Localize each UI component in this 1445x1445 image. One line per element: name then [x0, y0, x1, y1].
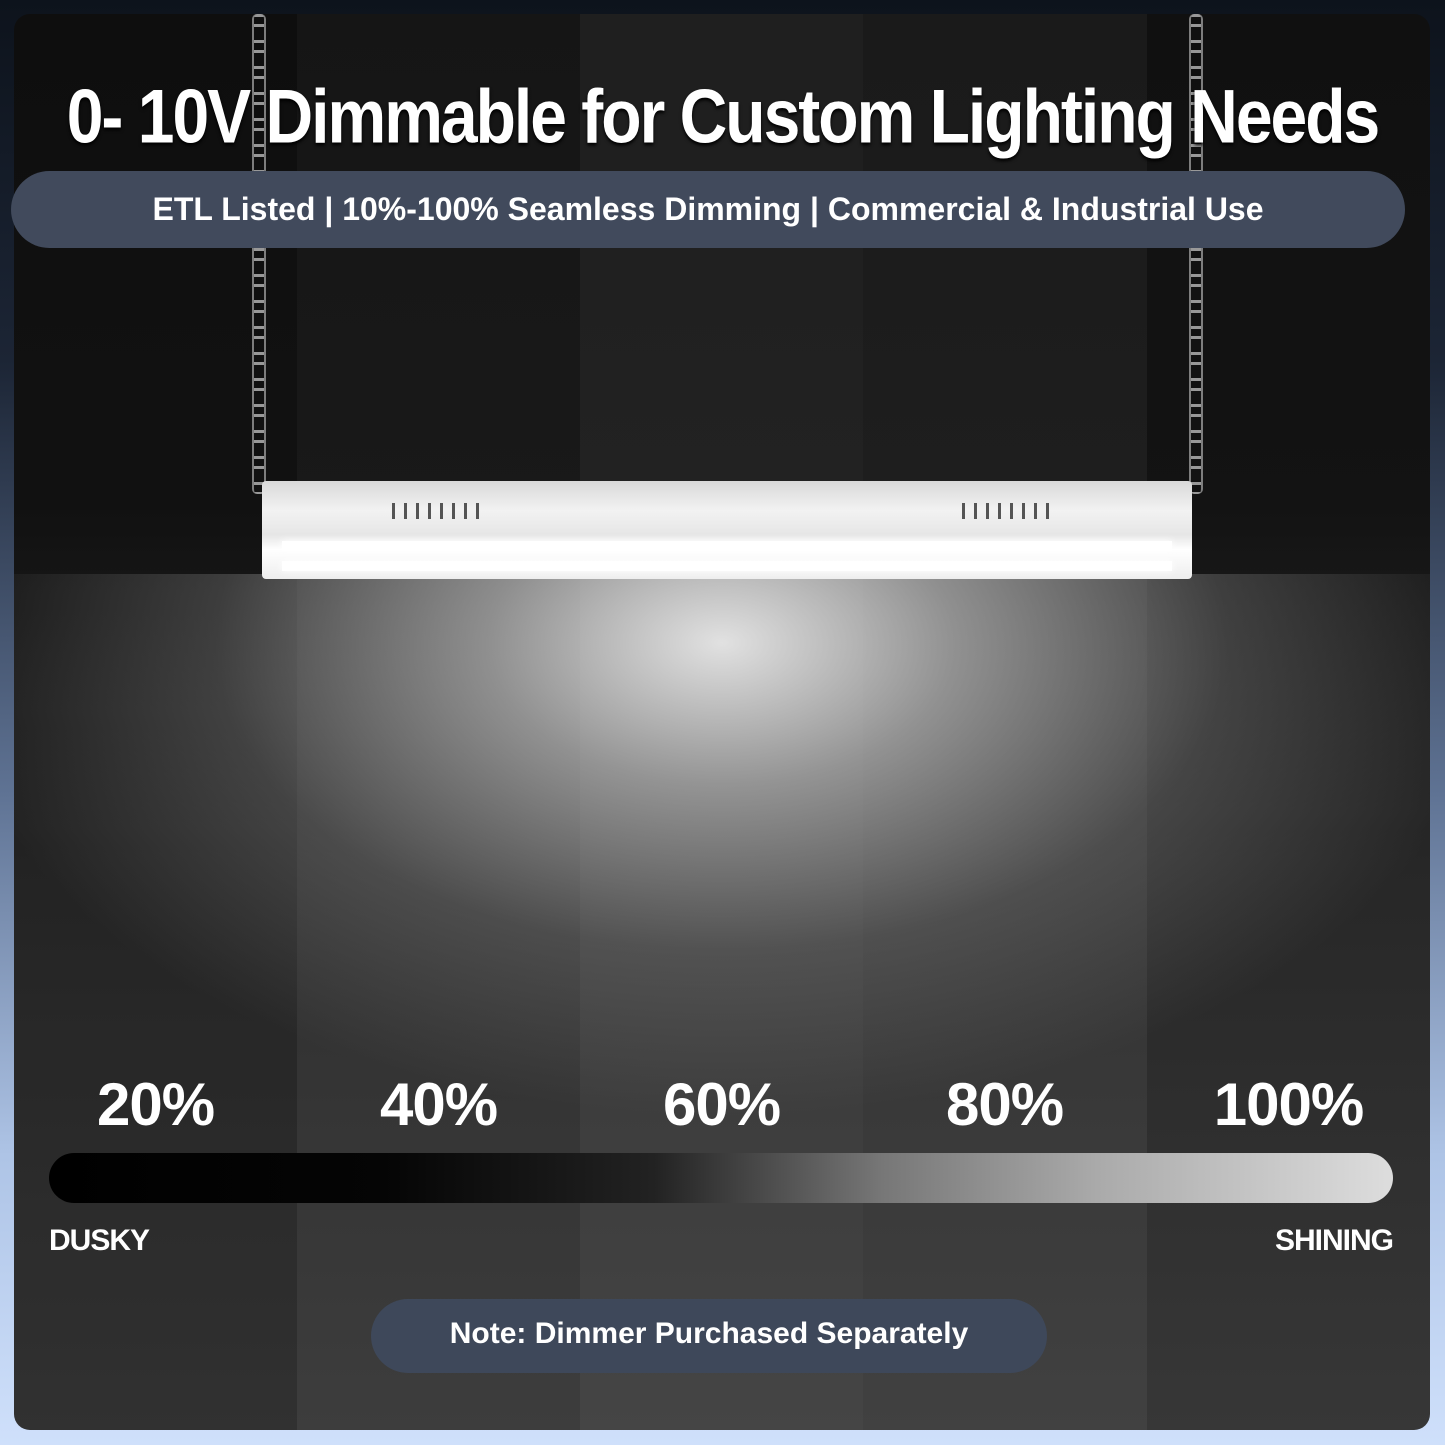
- brightness-gradient-bar: [49, 1153, 1393, 1203]
- light-glow: [14, 574, 1430, 1430]
- chain-right: [1189, 14, 1203, 494]
- headline: 0- 10V Dimmable for Custom Lighting Need…: [66, 73, 1381, 159]
- level-40: 40%: [379, 1071, 498, 1138]
- dusky-label: DUSKY: [49, 1224, 150, 1257]
- shining-label: SHINING: [1274, 1224, 1394, 1257]
- led-tube: [282, 561, 1172, 571]
- level-80: 80%: [945, 1071, 1064, 1138]
- vent-right: [962, 503, 1057, 519]
- chain-left: [252, 14, 266, 494]
- led-tube: [282, 541, 1172, 551]
- level-60: 60%: [662, 1071, 781, 1138]
- subtitle-banner: ETL Listed | 10%-100% Seamless Dimming |…: [11, 171, 1405, 248]
- level-20: 20%: [96, 1071, 215, 1138]
- vent-left: [392, 503, 487, 519]
- note-banner: Note: Dimmer Purchased Separately: [371, 1299, 1047, 1373]
- level-100: 100%: [1213, 1071, 1364, 1138]
- led-fixture-image: [262, 481, 1192, 579]
